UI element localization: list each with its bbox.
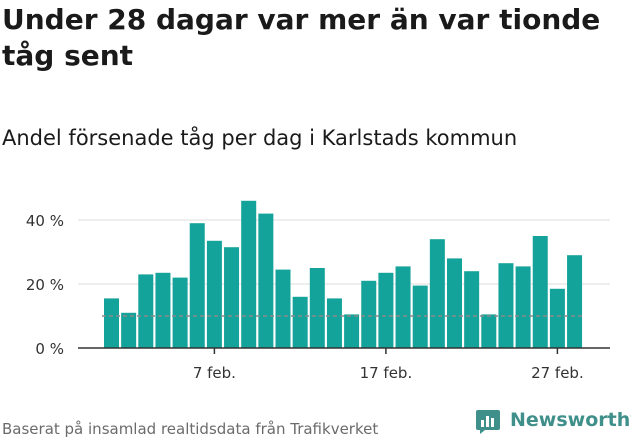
bar — [155, 272, 171, 348]
bar — [549, 288, 565, 348]
logo-text: Newsworthy — [510, 409, 631, 431]
bar — [121, 312, 137, 348]
bar-chart-logo-icon — [476, 410, 500, 434]
x-tick-label: 7 feb. — [193, 364, 236, 382]
bar — [258, 213, 274, 348]
bar — [241, 200, 257, 348]
source-note: Baserat på insamlad realtidsdata från Tr… — [2, 420, 379, 438]
x-tick-label: 27 feb. — [531, 364, 584, 382]
y-tick-label: 40 % — [26, 212, 64, 230]
bar — [515, 266, 531, 348]
x-tick-label: 17 feb. — [360, 364, 413, 382]
bar — [395, 266, 411, 348]
bar — [206, 240, 222, 348]
bar — [378, 272, 394, 348]
bar — [464, 271, 480, 348]
bar — [429, 239, 445, 348]
bar — [309, 268, 325, 348]
bar — [104, 298, 119, 348]
bar — [292, 296, 308, 348]
bar — [275, 269, 291, 348]
bar — [567, 255, 583, 348]
bar — [481, 314, 497, 348]
bar — [532, 236, 548, 348]
y-tick-label: 0 % — [35, 340, 64, 358]
bar — [361, 280, 377, 348]
bar — [326, 298, 342, 348]
bar — [498, 263, 514, 348]
bar — [224, 247, 240, 348]
bar — [412, 285, 428, 348]
bar — [172, 277, 188, 348]
chart-subtitle: Andel försenade tåg per dag i Karlstads … — [2, 126, 518, 150]
chart-title: Under 28 dagar var mer än var tionde tåg… — [2, 3, 601, 72]
y-tick-label: 20 % — [26, 276, 64, 294]
bar — [189, 223, 205, 348]
bar — [447, 258, 462, 348]
bar — [344, 314, 360, 348]
bar-chart: 0 % 20 % 40 % 7 feb. 17 feb. 27 feb. — [26, 200, 610, 382]
newsworthy-logo: Newsworthy — [475, 407, 631, 437]
bar — [138, 274, 154, 348]
